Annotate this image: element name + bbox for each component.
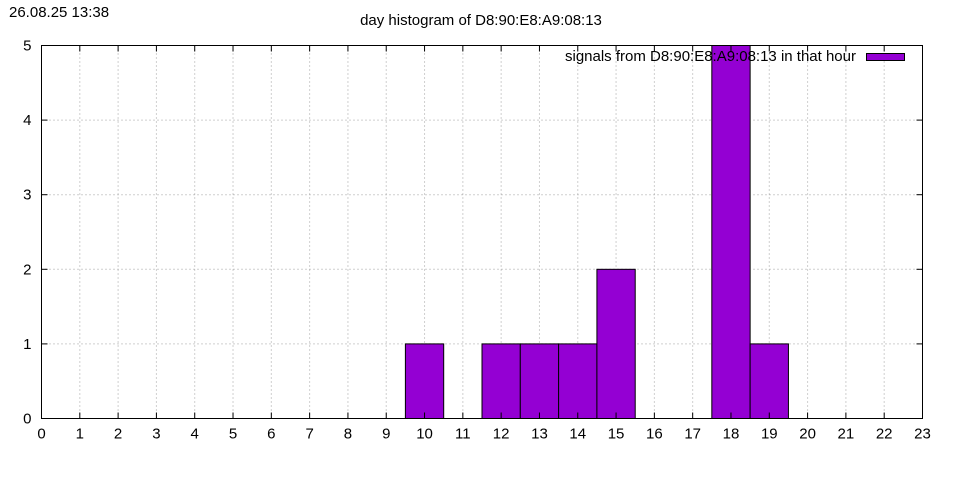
x-tick-label: 21 <box>838 426 855 443</box>
histogram-bar <box>519 343 560 419</box>
x-tick-label: 5 <box>229 426 237 443</box>
plot-frame <box>41 45 923 419</box>
x-tick-label: 10 <box>416 426 433 443</box>
y-tick-label: 5 <box>23 38 31 55</box>
x-tick-label: 11 <box>455 426 471 443</box>
legend-label: signals from D8:90:E8:A9:08:13 in that h… <box>565 48 856 65</box>
y-tick-label: 4 <box>23 112 31 129</box>
x-tick-label: 3 <box>152 426 160 443</box>
timestamp-label: 26.08.25 13:38 <box>9 4 110 21</box>
histogram-bar <box>596 268 636 419</box>
x-tick-label: 22 <box>876 426 893 443</box>
x-tick-label: 17 <box>684 426 701 443</box>
chart-title: day histogram of D8:90:E8:A9:08:13 <box>360 12 602 29</box>
x-tick-label: 4 <box>191 426 199 443</box>
x-tick-label: 9 <box>382 426 390 443</box>
y-tick-label: 0 <box>23 411 31 428</box>
axis-ticks: 0 1 2 3 4 5 6 7 8 9 10 11 12 13 14 15 16 17 18 19 20 21 22 2301… <box>23 38 931 443</box>
x-tick-label: 8 <box>344 426 352 443</box>
y-tick-label: 3 <box>23 187 31 204</box>
x-tick-label: 14 <box>569 426 586 443</box>
histogram-bar <box>404 343 445 419</box>
y-tick-label: 2 <box>23 261 31 278</box>
x-tick-label: 2 <box>114 426 122 443</box>
histogram-bar <box>481 343 521 419</box>
bars <box>404 45 789 419</box>
x-tick-label: 16 <box>646 426 663 443</box>
x-tick-label: 19 <box>761 426 778 443</box>
x-tick-label: 23 <box>914 426 931 443</box>
legend-swatch <box>866 53 905 61</box>
x-tick-label: 18 <box>723 426 740 443</box>
x-tick-label: 7 <box>305 426 313 443</box>
x-tick-label: 12 <box>493 426 510 443</box>
y-tick-label: 1 <box>23 336 31 353</box>
legend: signals from D8:90:E8:A9:08:13 in that h… <box>565 48 905 65</box>
histogram-bar <box>558 343 598 419</box>
x-tick-label: 6 <box>267 426 275 443</box>
histogram-bar <box>711 45 751 419</box>
x-tick-label: 20 <box>799 426 816 443</box>
x-tick-label: 13 <box>531 426 548 443</box>
x-tick-label: 15 <box>608 426 625 443</box>
histogram-bar <box>749 343 789 419</box>
x-tick-label: 1 <box>76 426 84 443</box>
x-tick-label: 0 <box>37 426 45 443</box>
